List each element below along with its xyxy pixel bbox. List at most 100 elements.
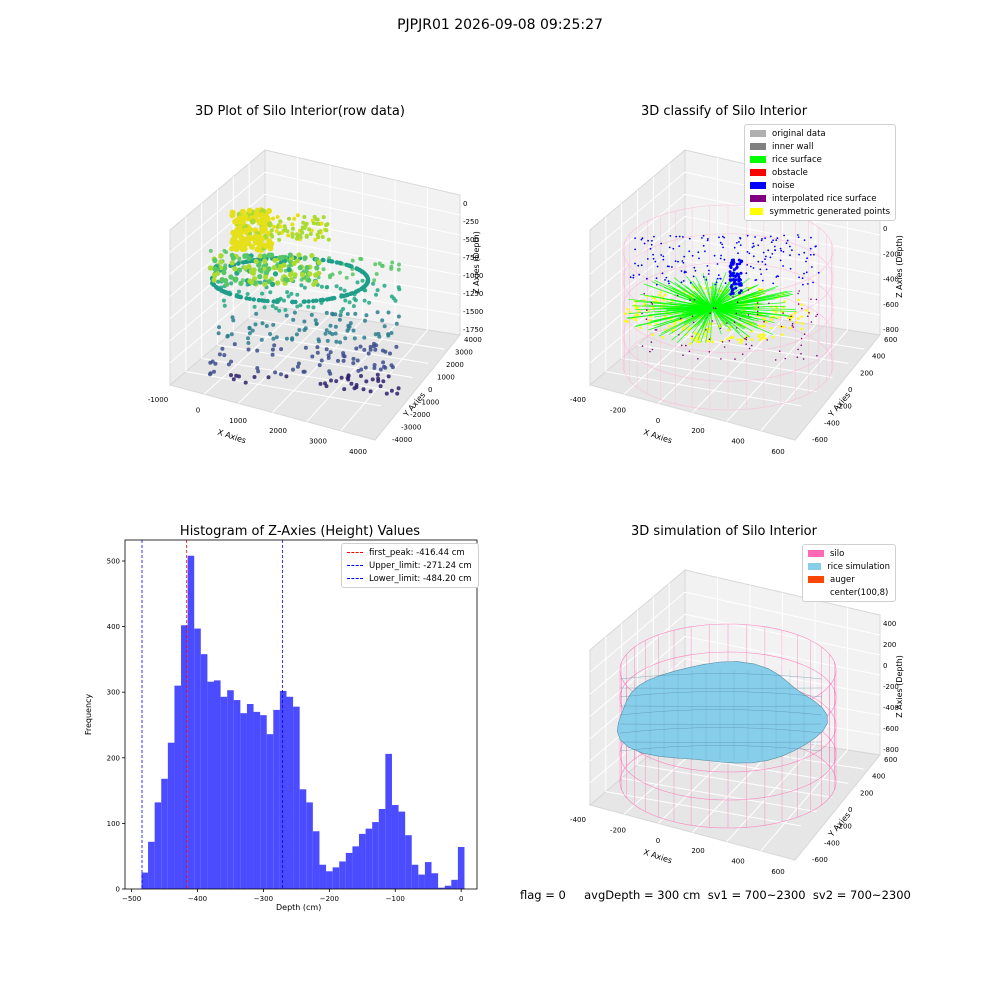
noise-point xyxy=(641,237,644,240)
y-tick-label: 200 xyxy=(860,369,873,377)
data-point xyxy=(320,235,325,239)
noise-point xyxy=(805,271,808,274)
data-point xyxy=(365,278,371,284)
data-point xyxy=(208,371,213,376)
data-point xyxy=(311,305,316,310)
histogram-bar xyxy=(312,831,320,889)
noise-point xyxy=(769,256,772,259)
interpolated-point xyxy=(745,336,748,339)
data-point xyxy=(238,280,244,286)
data-point xyxy=(222,303,227,308)
data-point xyxy=(321,257,326,263)
x-tick-label: 3000 xyxy=(309,438,327,446)
noise-point xyxy=(671,266,673,268)
data-point xyxy=(334,379,339,384)
noise-point xyxy=(714,283,717,286)
interpolated-point xyxy=(693,299,696,301)
data-point xyxy=(317,363,322,368)
noise-point xyxy=(702,234,705,237)
data-point xyxy=(348,291,353,296)
data-point xyxy=(224,281,230,287)
histogram-bar xyxy=(174,685,182,889)
class-point xyxy=(757,287,761,291)
interpolated-point xyxy=(734,358,736,360)
classify-legend: original data inner wall rice surface obsta… xyxy=(744,124,896,221)
interpolated-point xyxy=(736,301,739,303)
interpolated-point xyxy=(798,290,800,292)
interpolated-point xyxy=(650,301,653,304)
noise-point xyxy=(629,276,632,279)
data-point xyxy=(311,281,317,287)
data-point xyxy=(274,335,279,340)
data-point xyxy=(249,218,256,225)
data-point xyxy=(272,257,278,263)
data-point xyxy=(388,351,392,356)
data-point xyxy=(278,224,283,229)
data-point xyxy=(354,346,359,351)
data-point xyxy=(309,253,315,259)
noise-point xyxy=(785,242,788,245)
data-point xyxy=(306,304,311,309)
noise-point xyxy=(746,234,749,237)
interpolated-point xyxy=(682,354,684,356)
data-point xyxy=(328,323,333,328)
data-point xyxy=(304,221,309,226)
data-point xyxy=(224,250,229,255)
interpolated-point xyxy=(815,315,817,318)
class-point xyxy=(680,319,683,322)
x-tick-label: -400 xyxy=(570,396,586,404)
data-point xyxy=(358,256,363,261)
interpolated-point xyxy=(676,294,679,297)
noise-point xyxy=(732,260,736,264)
class-point xyxy=(783,300,786,303)
interpolated-point xyxy=(816,354,818,357)
data-point xyxy=(366,351,371,356)
surface-mesh-line xyxy=(619,691,823,698)
noise-point xyxy=(780,249,783,252)
data-point xyxy=(298,303,303,308)
legend-label: Lower_limit: -484.20 cm xyxy=(369,573,472,584)
data-point xyxy=(272,224,277,229)
noise-point xyxy=(782,265,784,267)
class-point xyxy=(628,310,632,314)
data-point xyxy=(389,331,394,335)
data-point xyxy=(227,291,232,297)
noise-point xyxy=(737,258,741,262)
noise-point xyxy=(752,267,755,269)
noise-point xyxy=(789,245,791,248)
class-point xyxy=(689,342,692,345)
data-point xyxy=(246,255,252,261)
class-point xyxy=(740,339,744,342)
class-point xyxy=(781,333,784,336)
noise-point xyxy=(723,258,726,261)
interpolated-point xyxy=(810,298,812,301)
data-point xyxy=(321,267,326,272)
legend-swatch xyxy=(808,589,824,596)
class-point xyxy=(649,315,653,318)
class-point xyxy=(800,327,803,331)
data-point xyxy=(231,377,236,382)
data-point xyxy=(389,388,394,393)
data-point xyxy=(245,292,250,296)
histogram-bar xyxy=(444,885,452,889)
data-point xyxy=(311,298,316,304)
class-point xyxy=(782,325,785,329)
noise-point xyxy=(746,264,749,266)
z-tick-label: -800 xyxy=(883,326,899,334)
noise-point xyxy=(719,241,722,244)
data-point xyxy=(261,222,268,229)
grid-line xyxy=(237,314,331,404)
data-point xyxy=(359,374,363,378)
noise-point xyxy=(702,276,705,278)
y-tick-label: 400 xyxy=(872,353,885,361)
histogram-bar xyxy=(260,715,267,889)
interpolated-point xyxy=(791,322,794,325)
data-point xyxy=(375,372,380,377)
class-point xyxy=(662,299,665,302)
interpolated-point xyxy=(797,292,799,295)
x-tick-label: 400 xyxy=(731,858,744,866)
histogram-bar xyxy=(352,846,360,889)
noise-point xyxy=(721,235,724,238)
data-point xyxy=(307,271,313,277)
y-tick-label: 2000 xyxy=(446,361,464,369)
